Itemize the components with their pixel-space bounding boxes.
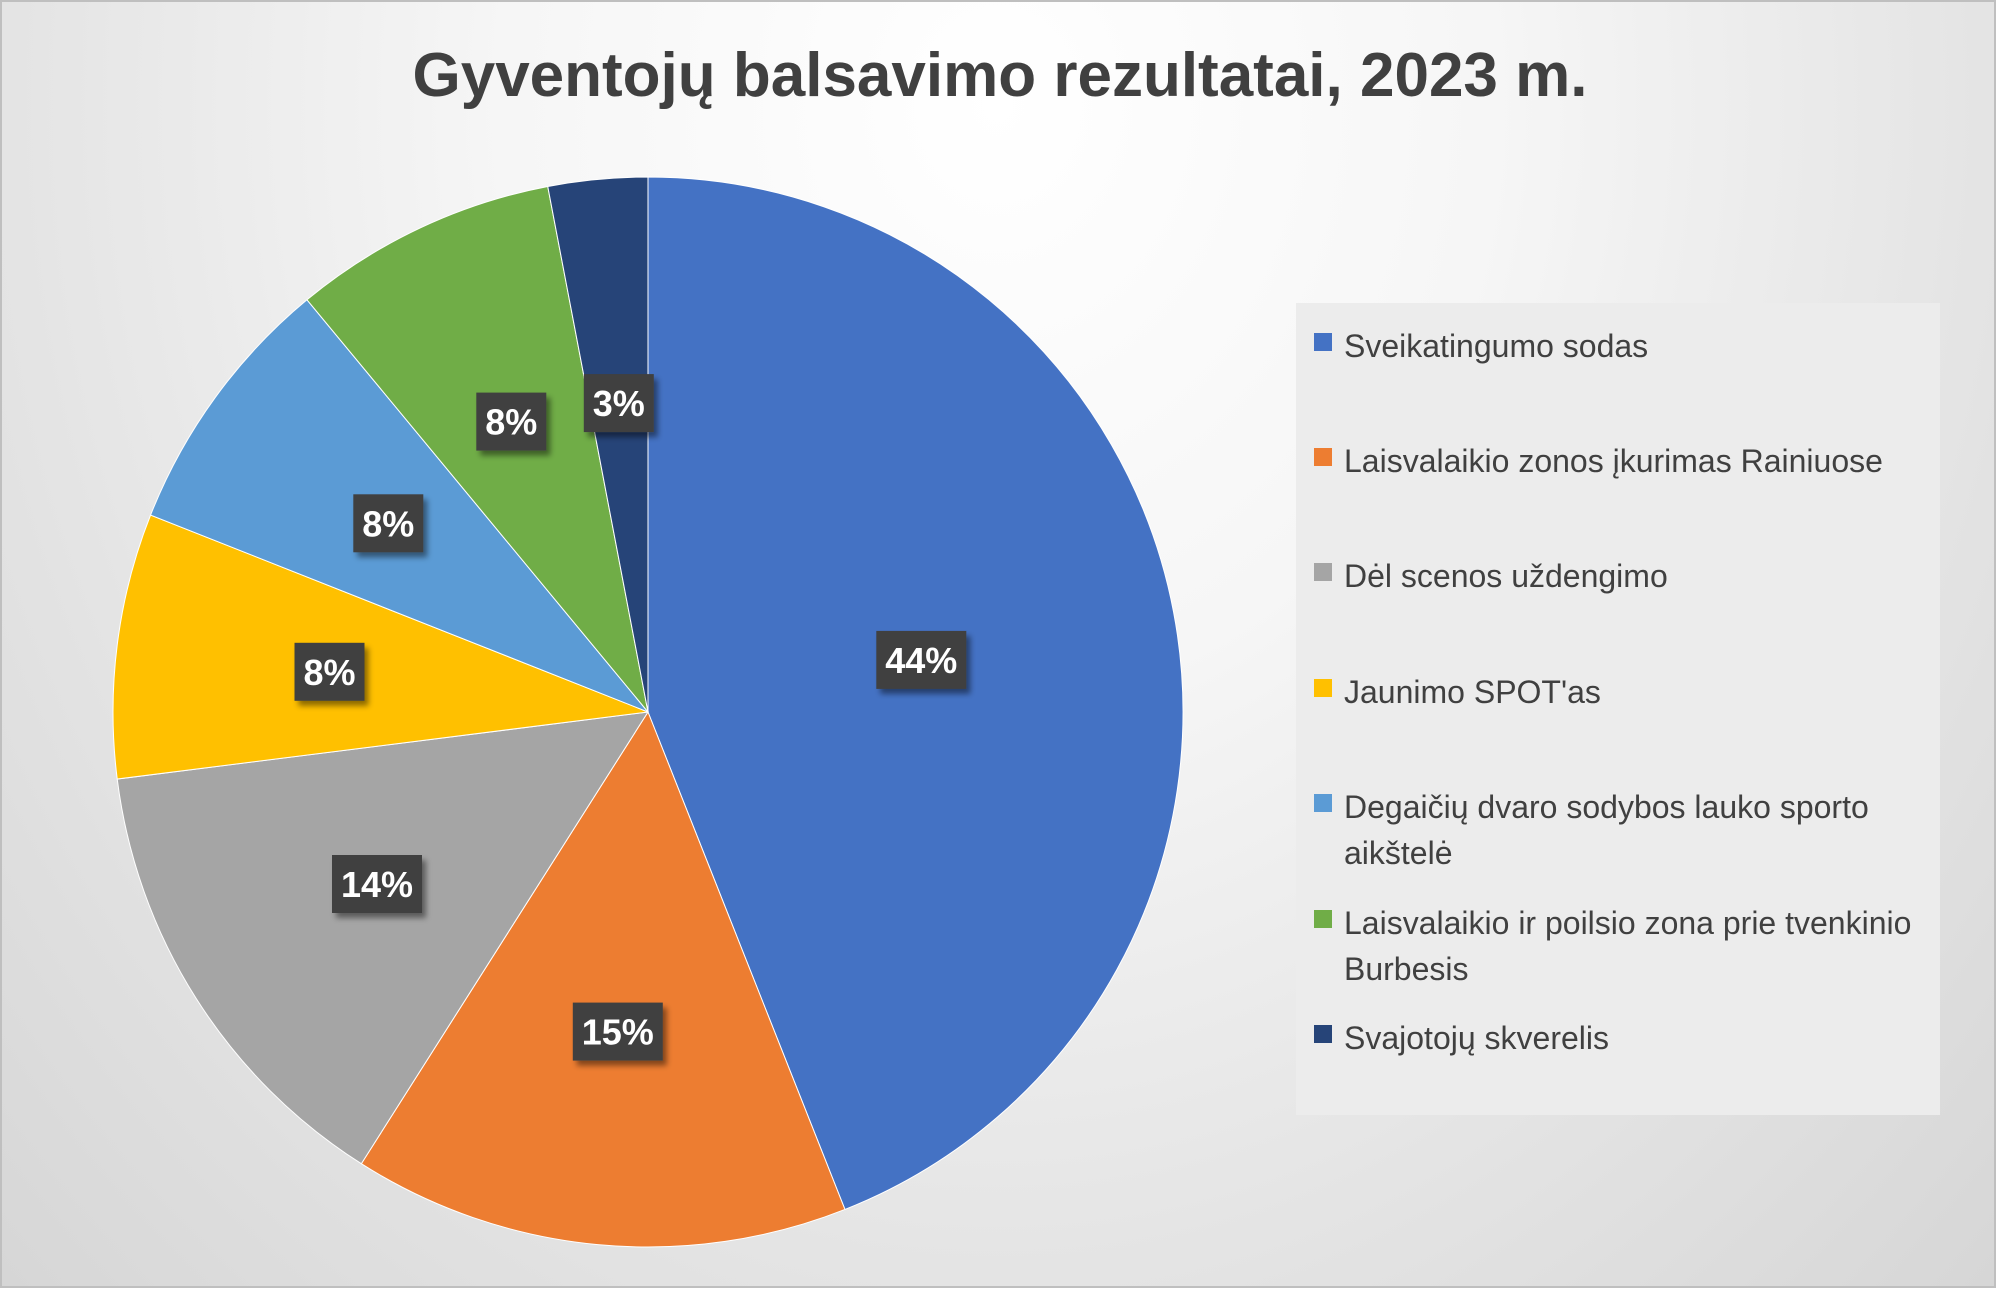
data-label-svajotoju-skverelis: 3%: [583, 374, 654, 433]
chart-legend: Sveikatingumo sodas Laisvalaikio zonos įk…: [1296, 303, 1940, 1115]
legend-label: Jaunimo SPOT'as: [1344, 674, 1601, 710]
svg-text:44%: 44%: [885, 640, 957, 681]
legend-swatch: [1314, 679, 1332, 697]
legend-label: Laisvalaikio ir poilsio zona prie tvenki…: [1344, 905, 1912, 987]
legend-swatch: [1314, 333, 1332, 351]
legend-swatch: [1314, 563, 1332, 581]
legend-item-jaunimo-spot-as: Jaunimo SPOT'as: [1314, 669, 1944, 715]
legend-swatch: [1314, 1025, 1332, 1043]
legend-label: Sveikatingumo sodas: [1344, 328, 1649, 364]
data-label-sveikatingumo-sodas: 44%: [876, 630, 967, 689]
pie-slice-jaunimo-spot-as: [112, 514, 649, 780]
legend-swatch: [1314, 910, 1332, 928]
legend-label: Laisvalaikio zonos įkurimas Rainiuose: [1344, 443, 1883, 479]
legend-item-svajotoju-skverelis: Svajotojų skverelis: [1314, 1015, 1944, 1061]
legend-swatch: [1314, 794, 1332, 812]
legend-item-sveikatingumo-sodas: Sveikatingumo sodas: [1314, 323, 1944, 369]
legend-label: Degaičių dvaro sodybos lauko sporto aikš…: [1344, 789, 1869, 871]
legend-item-del-scenos-uzdengimo: Dėl scenos uždengimo: [1314, 553, 1944, 599]
svg-text:14%: 14%: [341, 864, 413, 905]
pie-slice-sveikatingumo-sodas: [647, 176, 1184, 1211]
svg-text:3%: 3%: [593, 383, 645, 424]
svg-text:8%: 8%: [303, 652, 355, 693]
svg-text:8%: 8%: [362, 503, 414, 544]
svg-text:8%: 8%: [485, 402, 537, 443]
pie-slice-svajotoju-skverelis: [547, 176, 649, 713]
legend-item-laisvalaikio-ir-poilsio-zona-prie-tvenkinio-burbesis: Laisvalaikio ir poilsio zona prie tvenki…: [1314, 900, 1944, 992]
pie-slice-del-scenos-uzdengimo: [116, 711, 649, 1165]
legend-item-degaiciu-dvaro-sodybos-lauko-sporto-aikstele: Degaičių dvaro sodybos lauko sporto aikš…: [1314, 784, 1944, 876]
chart-title: Gyventojų balsavimo rezultatai, 2023 m.: [412, 41, 1588, 110]
pie-slice-laisvalaikio-zonos-ikurimas-rainiuose: [360, 710, 846, 1248]
legend-item-laisvalaikio-zonos-ikurimas-rainiuose: Laisvalaikio zonos įkurimas Rainiuose: [1314, 438, 1944, 484]
data-label-jaunimo-spot-as: 8%: [294, 642, 365, 701]
svg-text:15%: 15%: [582, 1012, 654, 1053]
legend-swatch: [1314, 448, 1332, 466]
data-label-degaiciu-dvaro-sodybos-lauko-sporto-aikstele: 8%: [353, 494, 424, 553]
data-label-del-scenos-uzdengimo: 14%: [332, 855, 422, 913]
data-label-laisvalaikio-zonos-ikurimas-rainiuose: 15%: [572, 1002, 663, 1061]
data-label-laisvalaikio-ir-poilsio-zona-prie-tvenkinio-burbesis: 8%: [476, 392, 547, 451]
legend-label: Svajotojų skverelis: [1344, 1020, 1609, 1056]
legend-label: Dėl scenos uždengimo: [1344, 558, 1668, 594]
